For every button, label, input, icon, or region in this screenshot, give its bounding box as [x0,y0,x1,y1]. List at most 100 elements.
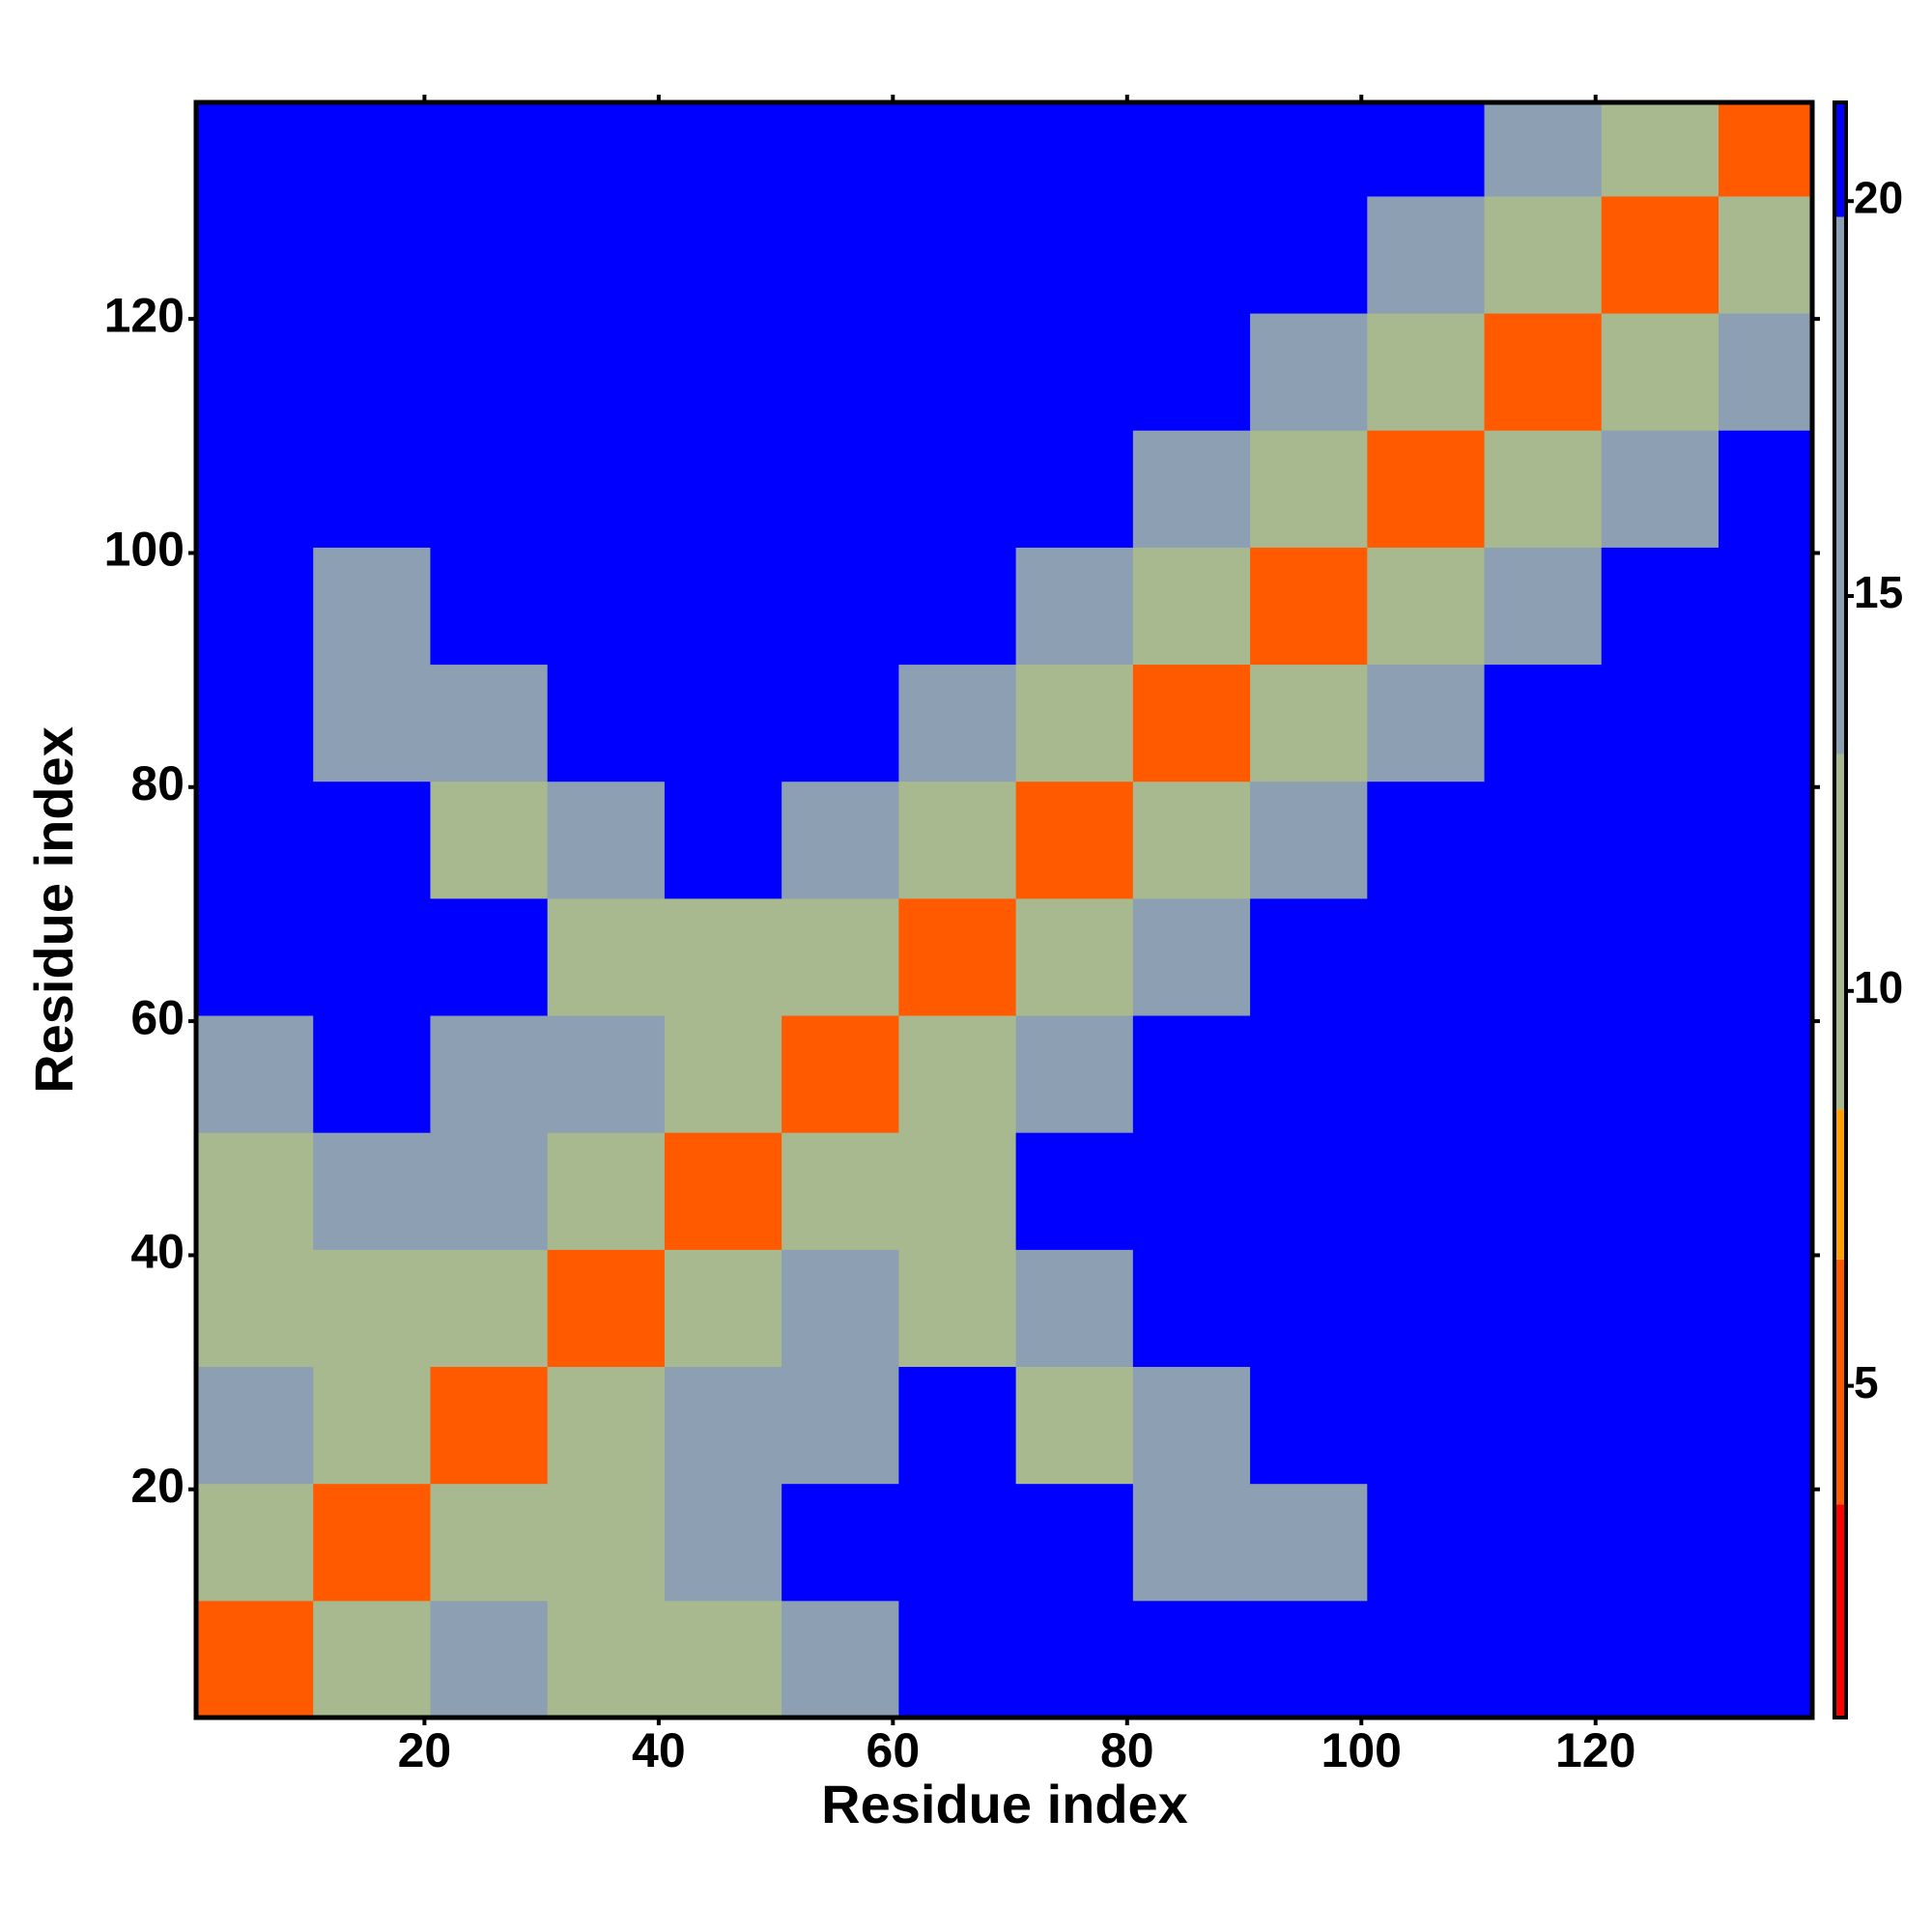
heatmap-cell [1601,1132,1719,1250]
heatmap-cell [1484,1249,1603,1368]
heatmap-cell [1015,1249,1134,1368]
heatmap-cell [664,1015,782,1133]
heatmap-cell [1132,1483,1251,1602]
heatmap-cell [196,102,314,197]
colorbar-tick-label: 5 [1854,1357,1879,1407]
heatmap-cell [664,430,782,548]
heatmap-cell [430,1249,549,1368]
heatmap-cell [1250,1483,1368,1602]
heatmap-cell [547,1132,666,1250]
colorbar-band [1834,753,1846,1110]
heatmap-cell [1367,195,1486,314]
heatmap-cell [196,1249,314,1368]
heatmap-cell [1719,1249,1813,1368]
heatmap-cell [1015,313,1134,431]
heatmap-cell [1719,781,1813,899]
heatmap-cell [430,195,549,314]
heatmap-cell [781,1249,899,1368]
heatmap-cell [313,1249,431,1368]
heatmap-cell [1719,897,1813,1016]
x-tick-label: 40 [632,1723,686,1777]
heatmap-cell [1250,1132,1368,1250]
heatmap-cell [1015,1483,1134,1602]
x-tick-label: 100 [1321,1723,1402,1777]
heatmap-cell [664,547,782,666]
heatmap-cell [1367,1483,1486,1602]
heatmap-cell [1132,102,1251,197]
colorbar-tick-label: 15 [1854,567,1903,617]
heatmap-cell [898,1249,1017,1368]
heatmap-cell [1132,1015,1251,1133]
heatmap-cell [196,1366,314,1485]
heatmap-cell [1015,664,1134,782]
heatmap-cell [196,664,314,782]
heatmap-cell [313,1132,431,1250]
heatmap-cell [1719,313,1813,431]
heatmap-cell [1484,1366,1603,1485]
heatmap-cell [1250,1366,1368,1485]
heatmap-cell [1367,1015,1486,1133]
heatmap-cell [1719,102,1813,197]
heatmap-cell [898,1483,1017,1602]
heatmap-cell [547,897,666,1016]
heatmap-cell [313,430,431,548]
heatmap-cell [1015,1366,1134,1485]
heatmap-cell [781,1600,899,1719]
heatmap-cell [313,547,431,666]
heatmap-cell [313,102,431,197]
heatmap-cell [898,547,1017,666]
heatmap-cell [898,1015,1017,1133]
heatmap-cell [1484,1483,1603,1602]
heatmap-cell [1132,1249,1251,1368]
heatmap-cell [1132,195,1251,314]
heatmap-cell [1484,664,1603,782]
heatmap-cell [1367,1366,1486,1485]
heatmap-cell [898,664,1017,782]
heatmap-cell [1719,1600,1813,1719]
heatmap-cell [664,1600,782,1719]
heatmap-cell [1250,430,1368,548]
heatmap-cell [1132,664,1251,782]
heatmap-cell [1250,781,1368,899]
heatmap-cell [1132,781,1251,899]
heatmap-cell [1601,897,1719,1016]
heatmap-cell [196,547,314,666]
heatmap-cell [1601,1483,1719,1602]
heatmap-cell [1719,547,1813,666]
heatmap-cell [1484,195,1603,314]
heatmap-cell [898,430,1017,548]
heatmap-cell [664,664,782,782]
heatmap-cell [898,781,1017,899]
heatmap-cell [1719,664,1813,782]
heatmap-cell [1250,102,1368,197]
heatmap-cell [547,1483,666,1602]
heatmap-cell [1719,1366,1813,1485]
heatmap-cell [547,1015,666,1133]
heatmap-cell [547,1249,666,1368]
heatmap-cell [664,1249,782,1368]
heatmap-cell [1367,547,1486,666]
colorbar-frame [1833,100,1848,1719]
colorbar-band [1834,1259,1846,1505]
heatmap-cell [898,897,1017,1016]
heatmap-cell [547,195,666,314]
heatmap-cell [196,1483,314,1602]
heatmap-cell [664,1483,782,1602]
heatmap-cell [1015,897,1134,1016]
heatmap-cell [664,102,782,197]
heatmap-cell [313,1483,431,1602]
heatmap-cell [1601,102,1719,197]
heatmap-cell [1015,102,1134,197]
heatmap-cell [1132,1132,1251,1250]
heatmap-cell [1601,313,1719,431]
heatmap-cell [1484,1132,1603,1250]
heatmap-cell [196,313,314,431]
heatmap-cell [1601,195,1719,314]
heatmap-cell [313,313,431,431]
colorbar-band [1834,1109,1846,1260]
heatmap-cell [1601,664,1719,782]
heatmap-cell [1367,102,1486,197]
heatmap-cell [313,1015,431,1133]
heatmap-cell [781,102,899,197]
